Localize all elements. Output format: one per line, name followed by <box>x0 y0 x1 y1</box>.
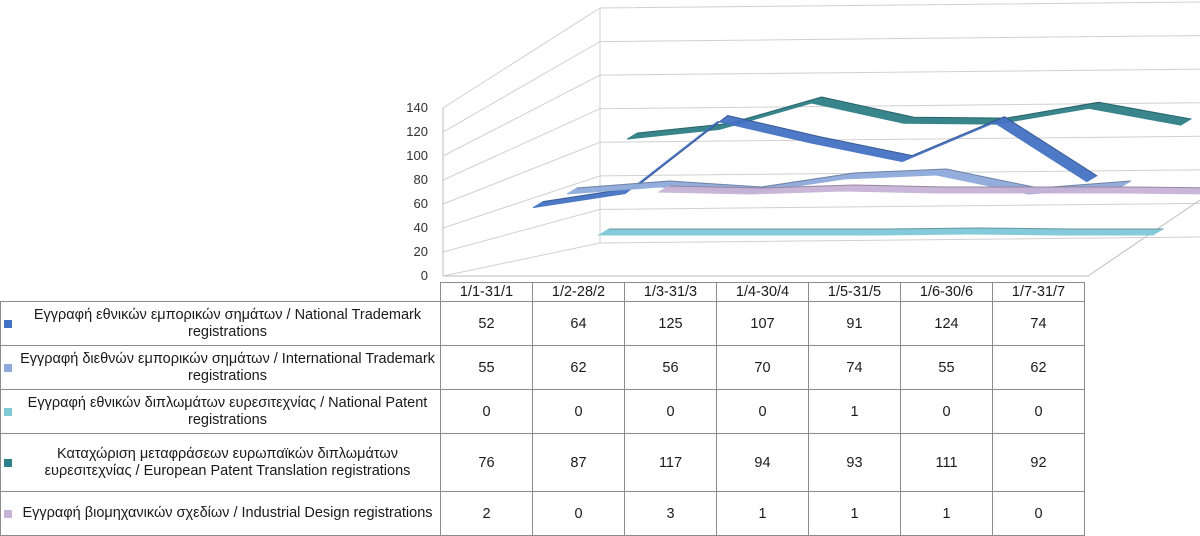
category-header: 1/5-31/5 <box>808 282 901 302</box>
series-label: Εγγραφή βιομηχανικών σχεδίων / Industria… <box>0 491 441 536</box>
table-cell-value: 124 <box>900 301 993 346</box>
series-ribbon <box>657 184 1200 195</box>
legend-swatch <box>4 509 12 518</box>
series-name: Εγγραφή εθνικών εμπορικών σημάτων / Nati… <box>33 306 422 340</box>
category-header: 1/6-30/6 <box>900 282 993 302</box>
series-4 <box>657 184 1200 195</box>
table-cell-value: 111 <box>900 433 993 492</box>
table-header-row: 1/1-31/1 1/2-28/2 1/3-31/3 1/4-30/4 1/5-31/5… <box>1 282 1085 302</box>
chart-plot-area: 0 20 40 60 80 100 120 140 <box>406 1 1200 282</box>
data-table: 1/1-31/1 1/2-28/2 1/3-31/3 1/4-30/4 1/5-31/5… <box>0 282 1085 536</box>
table-row: Εγγραφή βιομηχανικών σχεδίων / Industria… <box>0 491 1085 536</box>
table-row: Εγγραφή εθνικών διπλωμάτων ευρεσιτεχνίας… <box>0 389 1085 434</box>
gridline-0 <box>442 236 1200 277</box>
table-cell-value: 62 <box>532 345 625 390</box>
table-cell-value: 52 <box>440 301 533 346</box>
y-tick-label: 140 <box>406 100 428 115</box>
table-cell-value: 0 <box>532 389 625 434</box>
table-cell-value: 0 <box>440 389 533 434</box>
table-cell-value: 117 <box>624 433 717 492</box>
series-label: Εγγραφή εθνικών εμπορικών σημάτων / Nati… <box>0 301 441 346</box>
series-ribbon <box>597 227 1165 236</box>
series-2 <box>597 227 1165 236</box>
table-cell-value: 56 <box>624 345 717 390</box>
series-label: Εγγραφή διεθνών εμπορικών σημάτων / Inte… <box>0 345 441 390</box>
series-name: Καταχώριση μεταφράσεων ευρωπαϊκών διπλωμ… <box>44 445 411 479</box>
table-cell-value: 55 <box>440 345 533 390</box>
y-tick-label: 0 <box>421 268 428 282</box>
chart-series <box>532 96 1200 236</box>
gridline-120 <box>442 35 1200 133</box>
table-cell-value: 74 <box>808 345 901 390</box>
table-cell-value: 0 <box>624 389 717 434</box>
table-cell-value: 87 <box>532 433 625 492</box>
table-row: Εγγραφή διεθνών εμπορικών σημάτων / Inte… <box>0 345 1085 390</box>
series-name: Εγγραφή βιομηχανικών σχεδίων / Industria… <box>22 505 433 521</box>
table-cell-value: 64 <box>532 301 625 346</box>
table-cell-value: 1 <box>808 491 901 536</box>
table-cell-value: 125 <box>624 301 717 346</box>
table-cell-value: 70 <box>716 345 809 390</box>
y-tick-label: 120 <box>406 124 428 139</box>
table-cell-value: 76 <box>440 433 533 492</box>
series-ribbon <box>532 114 1098 209</box>
series-label: Εγγραφή εθνικών διπλωμάτων ευρεσιτεχνίας… <box>0 389 441 434</box>
table-cell-value: 0 <box>900 389 993 434</box>
y-tick-label: 20 <box>414 244 428 259</box>
table-cell-value: 94 <box>716 433 809 492</box>
category-header: 1/4-30/4 <box>716 282 809 302</box>
series-label: Καταχώριση μεταφράσεων ευρωπαϊκών διπλωμ… <box>0 433 441 492</box>
legend-swatch <box>4 458 12 467</box>
table-cell-value: 0 <box>992 389 1085 434</box>
chart-floor-edge <box>443 199 1200 277</box>
table-cell-value: 74 <box>992 301 1085 346</box>
chart-gridlines <box>442 1 1200 277</box>
y-tick-label: 60 <box>414 196 428 211</box>
table-cell-value: 62 <box>992 345 1085 390</box>
table-cell-value: 0 <box>532 491 625 536</box>
series-name: Εγγραφή διεθνών εμπορικών σημάτων / Inte… <box>20 350 435 384</box>
category-header: 1/1-31/1 <box>440 282 533 302</box>
series-3 <box>626 96 1193 140</box>
y-tick-label: 100 <box>406 148 428 163</box>
y-tick-label: 40 <box>414 220 428 235</box>
table-cell-value: 2 <box>440 491 533 536</box>
category-header: 1/2-28/2 <box>532 282 625 302</box>
table-cell-value: 93 <box>808 433 901 492</box>
table-cell-value: 91 <box>808 301 901 346</box>
y-axis-ticks: 0 20 40 60 80 100 120 140 <box>406 100 428 282</box>
series-ribbon-edge <box>609 227 1163 230</box>
category-header: 1/7-31/7 <box>992 282 1085 302</box>
table-row: Εγγραφή εθνικών εμπορικών σημάτων / Nati… <box>0 301 1085 346</box>
table-cell-value: 1 <box>716 491 809 536</box>
table-cell-value: 3 <box>624 491 717 536</box>
legend-swatch <box>4 363 12 372</box>
y-tick-label: 80 <box>414 172 428 187</box>
legend-swatch <box>4 319 12 328</box>
legend-swatch <box>4 407 12 416</box>
table-cell-value: 107 <box>716 301 809 346</box>
table-corner <box>1 283 441 302</box>
table-row: Καταχώριση μεταφράσεων ευρωπαϊκών διπλωμ… <box>0 433 1085 492</box>
table-cell-value: 0 <box>992 491 1085 536</box>
table-cell-value: 1 <box>808 389 901 434</box>
series-0 <box>532 114 1098 209</box>
series-name: Εγγραφή εθνικών διπλωμάτων ευρεσιτεχνίας… <box>27 394 428 428</box>
table-cell-value: 0 <box>716 389 809 434</box>
gridline-140 <box>442 1 1200 109</box>
table-cell-value: 55 <box>900 345 993 390</box>
category-header: 1/3-31/3 <box>624 282 717 302</box>
table-cell-value: 1 <box>900 491 993 536</box>
table-cell-value: 92 <box>992 433 1085 492</box>
gridline-20 <box>442 202 1200 253</box>
